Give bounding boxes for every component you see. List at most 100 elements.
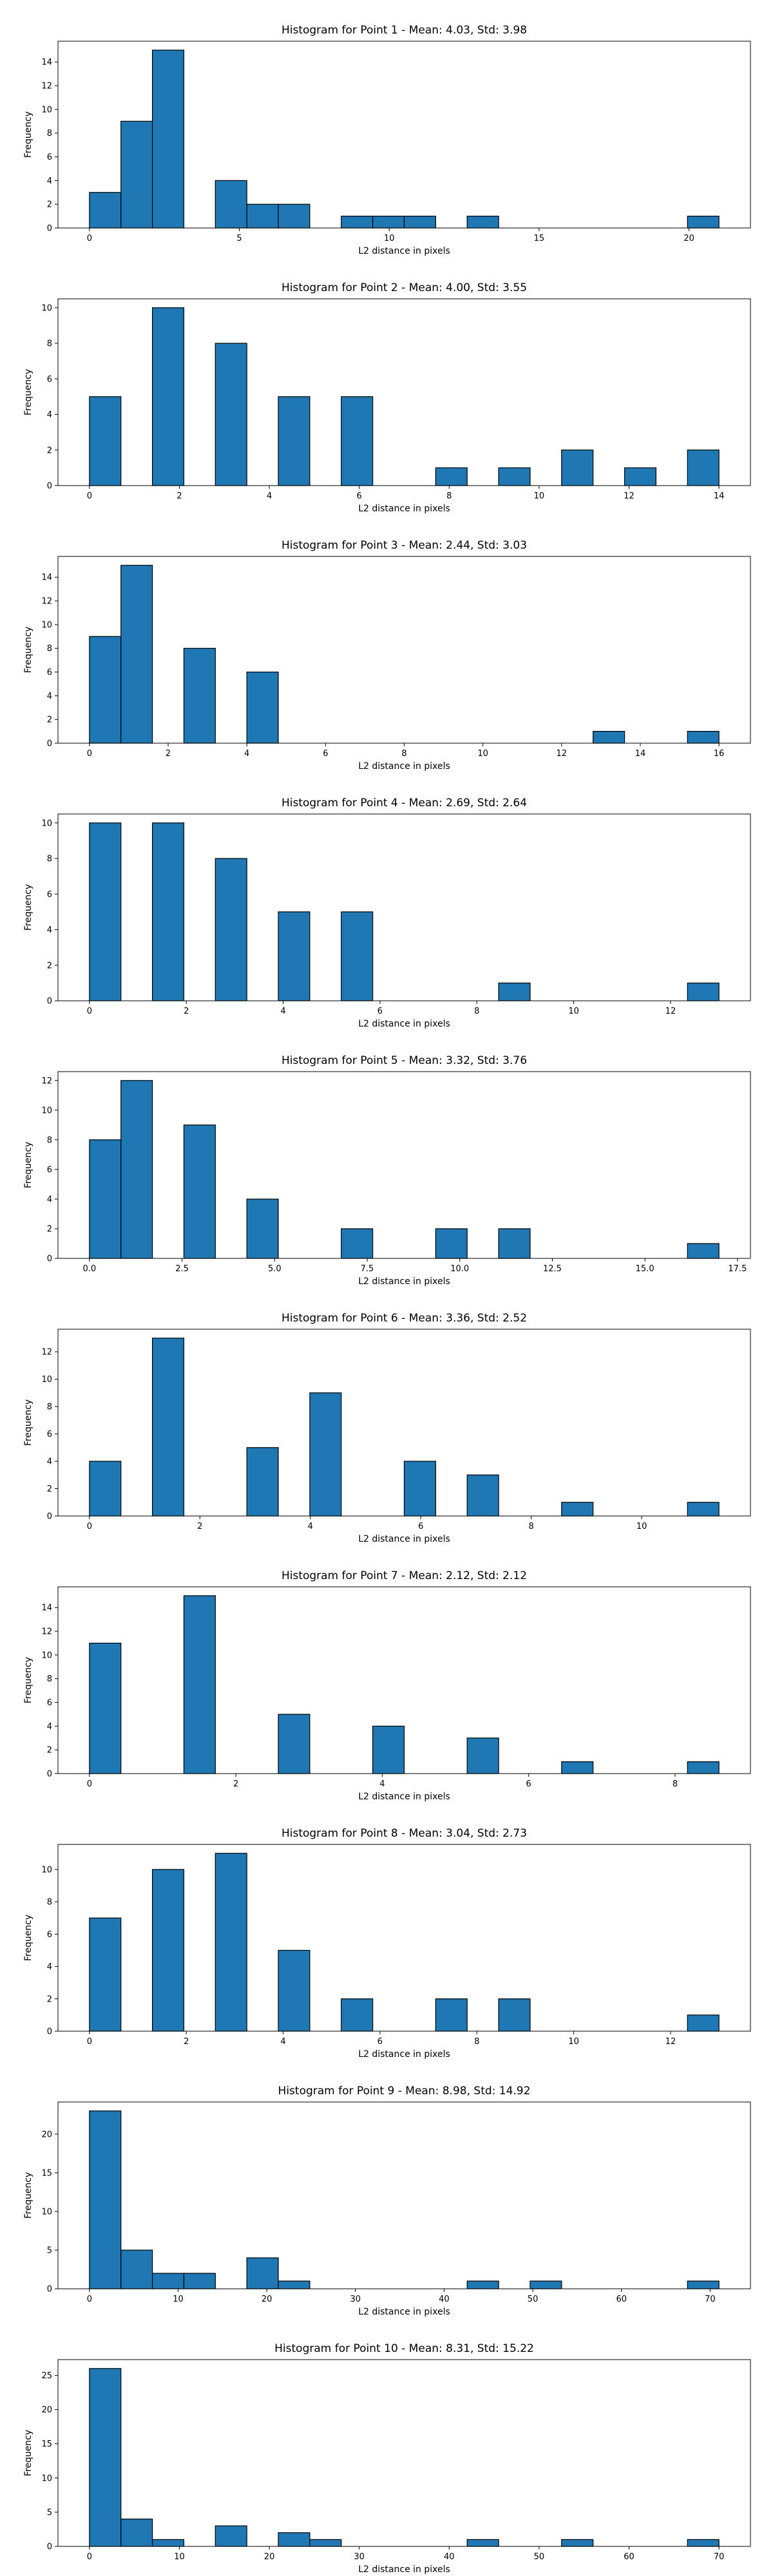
y-tick-label: 2 [47,446,52,455]
x-tick-label: 2.5 [175,1264,189,1274]
histogram-bar [183,1124,216,1259]
x-axis-label: L2 distance in pixels [358,2564,450,2575]
y-tick-label: 0 [47,1255,52,1264]
x-tick-label: 4 [267,491,272,501]
histogram-bar [341,911,374,1001]
x-tick-label: 12.5 [543,1264,562,1274]
x-tick-label: 20 [683,234,694,243]
x-tick-label: 60 [624,2552,635,2562]
histogram-bar [498,467,531,486]
histogram-bar [561,1502,594,1517]
chart-title: Histogram for Point 8 - Mean: 3.04, Std:… [282,1827,527,1840]
y-tick-label: 2 [47,961,52,971]
histogram-bar [151,50,185,229]
x-tick-label: 10 [477,749,488,759]
y-axis-label: Frequency [23,2172,33,2219]
x-tick-label: 6 [377,1007,383,1016]
y-tick-label: 6 [47,890,52,900]
histogram-bar [89,192,122,229]
histogram-bar [561,2539,594,2547]
histogram-bar [120,120,153,229]
x-tick-label: 2 [184,1007,189,1016]
x-tick-label: 2 [166,749,171,759]
y-tick-label: 4 [47,1962,52,1972]
histogram-bar [466,1738,499,1774]
y-tick-label: 4 [47,1457,52,1467]
y-tick-label: 14 [41,1604,52,1613]
histogram-bar [561,450,594,486]
x-tick-label: 4 [244,749,249,759]
histogram-bar [309,2539,342,2547]
histogram-bar [687,2539,720,2547]
x-tick-label: 6 [526,1779,531,1789]
y-tick-label: 6 [47,1165,52,1175]
x-axis-label: L2 distance in pixels [358,246,450,256]
y-tick-label: 8 [47,1674,52,1684]
chart-title: Histogram for Point 5 - Mean: 3.32, Std:… [282,1054,527,1067]
y-axis-label: Frequency [23,1399,33,1446]
y-tick-label: 0 [47,997,52,1007]
x-tick-label: 70 [705,2295,716,2304]
x-tick-label: 12 [665,2037,676,2047]
x-tick-label: 30 [354,2552,365,2562]
histogram-bar [687,2014,720,2032]
y-tick-label: 12 [41,1348,52,1358]
histogram-bar [341,1998,374,2032]
histogram-bar [215,2525,247,2547]
histogram-bar [372,215,405,229]
y-tick-label: 5 [47,2508,52,2517]
y-tick-label: 2 [47,200,52,210]
x-tick-label: 20 [264,2552,275,2562]
x-tick-label: 40 [444,2552,455,2562]
histogram-bar [687,982,720,1001]
y-tick-label: 10 [41,2207,52,2217]
histogram-bar [151,2539,185,2547]
x-tick-label: 0 [87,2295,92,2304]
histogram-bar [687,730,720,744]
histogram-bar [687,2280,720,2289]
x-tick-label: 50 [528,2295,539,2304]
x-tick-label: 12 [557,749,568,759]
histogram-bar [120,1080,153,1259]
y-axis-label: Frequency [23,884,33,931]
x-tick-label: 8 [474,1007,479,1016]
y-tick-label: 6 [47,1698,52,1708]
y-tick-label: 0 [47,1770,52,1779]
x-tick-label: 10 [636,1522,647,1531]
y-tick-label: 12 [41,597,52,607]
histogram-bar [151,1338,185,1517]
y-tick-label: 4 [47,1722,52,1732]
x-tick-label: 2 [197,1522,202,1531]
histogram-bar [466,2539,499,2547]
x-axis-label: L2 distance in pixels [358,2307,450,2317]
x-tick-label: 4 [308,1522,313,1531]
axes-frame [57,1329,751,1517]
x-tick-label: 30 [350,2295,361,2304]
x-tick-label: 14 [714,491,725,501]
y-tick-label: 8 [47,644,52,654]
x-axis-label: L2 distance in pixels [358,1534,450,1544]
x-tick-label: 17.5 [728,1264,747,1274]
y-tick-label: 0 [47,482,52,491]
histogram-bar [687,1243,720,1259]
histogram-bar [498,1998,531,2032]
y-tick-label: 6 [47,1430,52,1439]
x-tick-label: 60 [616,2295,627,2304]
x-tick-label: 2 [184,2037,189,2047]
y-tick-label: 20 [41,2405,52,2415]
histogram-bar [278,396,310,486]
y-tick-label: 10 [41,819,52,828]
histogram-bar [309,1392,342,1517]
histogram-bar [466,2280,499,2289]
histogram-bar [215,180,247,229]
x-tick-label: 0 [87,1522,92,1531]
histogram-bar [120,565,153,744]
x-tick-label: 0 [87,1779,92,1789]
x-axis-label: L2 distance in pixels [358,761,450,772]
y-tick-label: 8 [47,339,52,349]
histogram-bar [561,1761,594,1774]
x-tick-label: 8 [529,1522,534,1531]
y-tick-label: 8 [47,855,52,864]
y-tick-label: 12 [41,1627,52,1637]
histogram-bar [341,1228,374,1259]
